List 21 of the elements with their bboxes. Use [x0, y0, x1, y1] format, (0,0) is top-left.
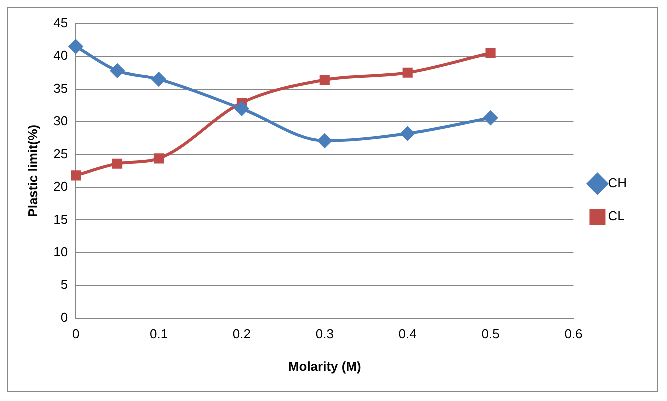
- y-tick-label: 25: [54, 146, 68, 162]
- x-tick-label: 0: [72, 326, 80, 342]
- y-tick-label: 45: [54, 15, 68, 30]
- x-axis-title: Molarity (M): [288, 358, 362, 374]
- y-tick-label: 10: [54, 244, 68, 260]
- x-tick-label: 0.3: [316, 326, 334, 342]
- y-tick-label: 30: [54, 114, 68, 129]
- x-tick-label: 0.2: [232, 326, 251, 342]
- y-tick-label: 35: [54, 80, 68, 96]
- y-tick-label: 40: [54, 48, 68, 64]
- x-tick-label: 0.4: [398, 326, 417, 342]
- y-tick-label: 15: [54, 212, 68, 227]
- x-tick-label: 0.5: [482, 326, 500, 342]
- x-tick-label: 0.1: [150, 326, 168, 342]
- y-tick-label: 5: [60, 277, 68, 292]
- legend-label: CH: [608, 176, 628, 191]
- x-tick-label: 0.6: [564, 326, 583, 342]
- y-tick-label: 20: [54, 179, 68, 194]
- legend-label: CL: [608, 208, 625, 224]
- y-axis-title: Plastic limit(%): [25, 124, 40, 218]
- y-tick-label: 0: [60, 310, 68, 325]
